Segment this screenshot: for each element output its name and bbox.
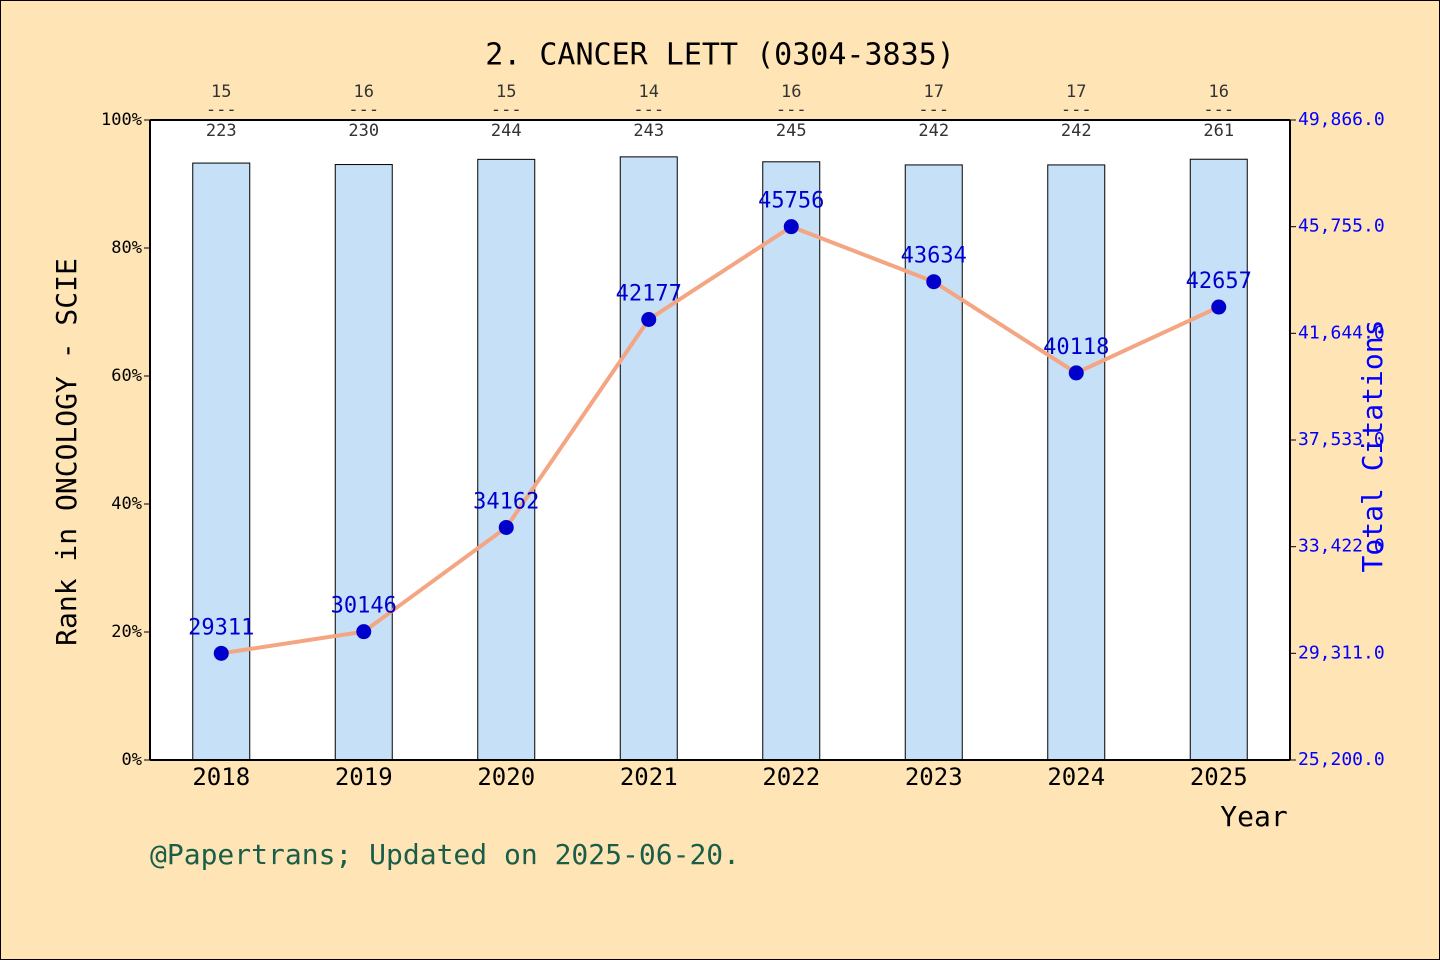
y2-tick-label: 45,755.0 [1298,216,1385,237]
x-tick-label: 2023 [905,763,963,791]
total-label: 242 [918,121,949,141]
rank-separator: --- [1203,100,1234,120]
x-axis-label: Year [1220,800,1287,833]
data-label: 43634 [901,244,967,269]
rank-separator: --- [206,100,237,120]
rank-separator: --- [633,100,664,120]
x-tick-label: 2020 [477,763,535,791]
x-tick-label: 2025 [1190,763,1248,791]
total-label: 223 [206,121,237,141]
y-tick-label: 40% [111,494,142,514]
x-tick-label: 2024 [1047,763,1105,791]
y-axis-label: Rank in ONCOLOGY - SCIE [50,258,83,646]
y-tick-label: 0% [122,750,142,770]
point [1211,299,1227,315]
bar [1189,158,1248,761]
x-tick-label: 2022 [762,763,820,791]
total-label: 244 [491,121,522,141]
plot-area [150,120,1290,760]
point [783,219,799,235]
data-label: 40118 [1043,335,1109,360]
y2-tick-label: 25,200.0 [1298,749,1385,770]
y2-tick-label: 29,311.0 [1298,642,1385,663]
x-tick-label: 2021 [620,763,678,791]
bar [619,156,678,761]
y-tick-label: 20% [111,622,142,642]
y-tick-label: 80% [111,238,142,258]
rank-label: 16 [354,82,374,102]
rank-label: 17 [924,82,944,102]
y2-axis-label: Total Citations [1356,320,1389,573]
line [220,224,1220,656]
chart-title: 2. CANCER LETT (0304-3835) [485,38,955,73]
point [641,312,657,328]
x-tick-label: 2018 [192,763,250,791]
bar [334,164,393,761]
y2-tick-label: 37,533.0 [1298,429,1385,450]
rank-label: 15 [211,82,231,102]
y2-tick-label: 49,866.0 [1298,109,1385,130]
point [926,274,942,290]
rank-separator: --- [348,100,379,120]
y-tick-label: 100% [101,110,142,130]
data-label: 45756 [758,189,824,214]
rank-label: 17 [1066,82,1086,102]
bar [762,161,821,761]
y2-tick-label: 41,644.0 [1298,322,1385,343]
point [1068,365,1084,381]
y-tick-label: 60% [111,366,142,386]
rank-label: 15 [496,82,516,102]
rank-separator: --- [491,100,522,120]
rank-label: 16 [1209,82,1229,102]
point [356,624,372,640]
total-label: 245 [776,121,807,141]
total-label: 243 [633,121,664,141]
rank-separator: --- [1061,100,1092,120]
footer: @Papertrans; Updated on 2025-06-20. [150,838,740,871]
data-label: 42177 [616,282,682,307]
total-label: 230 [348,121,379,141]
total-label: 261 [1203,121,1234,141]
point [498,519,514,535]
rank-label: 16 [781,82,801,102]
x-tick-label: 2019 [335,763,393,791]
data-label: 30146 [331,594,397,619]
bar [477,158,536,761]
data-label: 42657 [1186,269,1252,294]
total-label: 242 [1061,121,1092,141]
rank-separator: --- [776,100,807,120]
y2-tick-label: 33,422.0 [1298,536,1385,557]
bar [1047,164,1106,761]
data-label: 34162 [473,489,539,514]
rank-label: 14 [639,82,659,102]
rank-separator: --- [918,100,949,120]
point [213,645,229,661]
data-label: 29311 [188,615,254,640]
bar [192,162,251,761]
